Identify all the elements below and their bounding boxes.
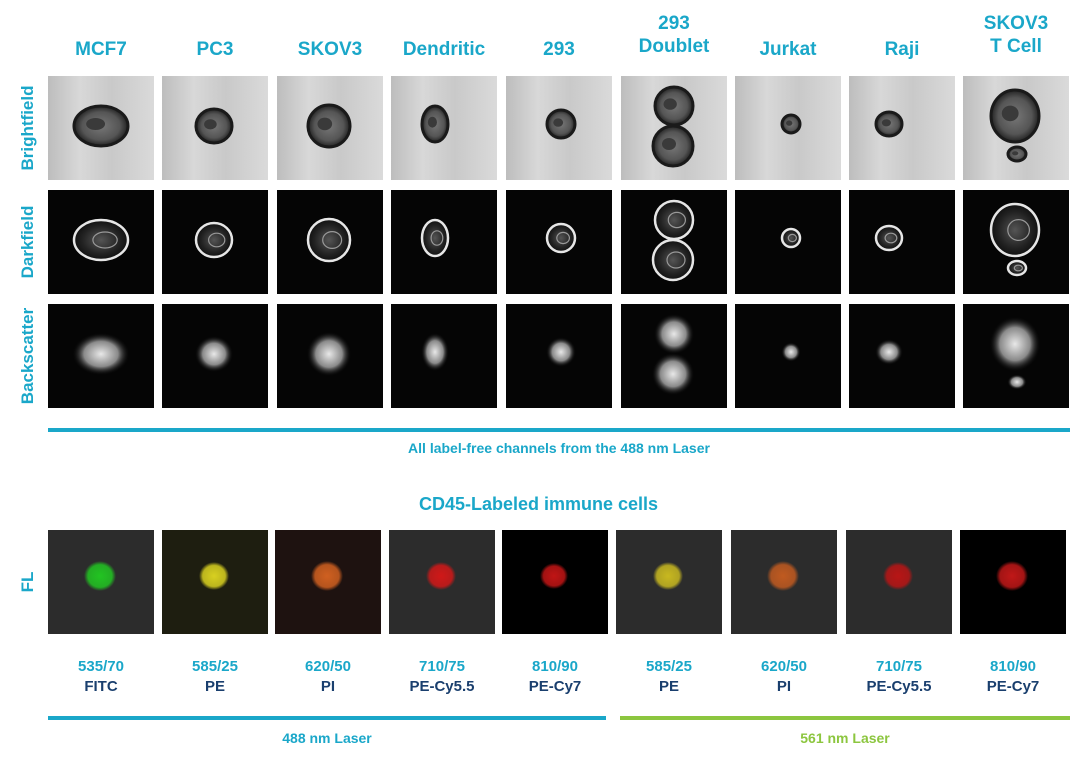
brightfield-image — [506, 76, 612, 180]
brightfield-image — [391, 76, 497, 180]
fl-filter-label: 620/50 — [305, 658, 351, 675]
backscatter-image — [506, 304, 612, 408]
laser-488-bar — [48, 716, 606, 720]
label-free-divider — [48, 428, 1070, 432]
brightfield-image — [849, 76, 955, 180]
backscatter-image — [277, 304, 383, 408]
backscatter-image — [963, 304, 1069, 408]
laser-561-bar — [620, 716, 1070, 720]
label-free-caption: All label-free channels from the 488 nm … — [408, 440, 710, 456]
brightfield-image — [621, 76, 727, 180]
brightfield-image — [735, 76, 841, 180]
brightfield-image — [277, 76, 383, 180]
fl-image — [48, 530, 154, 634]
row-label-brightfield: Brightfield — [18, 85, 37, 171]
fl-filter-label: 585/25 — [646, 658, 692, 675]
fl-filter-label: 620/50 — [761, 658, 807, 675]
column-title: 293 — [543, 39, 575, 60]
row-label-darkfield: Darkfield — [18, 205, 37, 279]
laser-561-label: 561 nm Laser — [800, 730, 890, 746]
column-title: SKOV3 — [297, 39, 363, 60]
fl-dye-label: PE — [204, 678, 225, 695]
darkfield-image — [162, 190, 268, 294]
darkfield-image — [48, 190, 154, 294]
backscatter-image — [391, 304, 497, 408]
fl-filter-label: 585/25 — [192, 658, 238, 675]
backscatter-image — [48, 304, 154, 408]
backscatter-image — [621, 304, 727, 408]
fl-dye-label: FITC — [84, 678, 118, 695]
fl-dye-label: PE-Cy7 — [986, 678, 1040, 695]
fl-image — [275, 530, 381, 634]
fl-image — [846, 530, 952, 634]
fl-filter-label: 710/75 — [876, 658, 922, 675]
column-title: Raji — [884, 39, 920, 60]
darkfield-image — [621, 190, 727, 294]
fl-dye-label: PE-Cy5.5 — [409, 678, 475, 695]
darkfield-image — [963, 190, 1069, 294]
column-title: Jurkat — [759, 39, 817, 60]
brightfield-image — [963, 76, 1069, 180]
fl-image — [731, 530, 837, 634]
fl-filter-label: 710/75 — [419, 658, 465, 675]
fl-image — [502, 530, 608, 634]
darkfield-image — [391, 190, 497, 294]
darkfield-image — [735, 190, 841, 294]
brightfield-image — [48, 76, 154, 180]
column-title: Dendritic — [402, 39, 486, 60]
fl-filter-label: 535/70 — [78, 658, 124, 675]
fl-filter-label: 810/90 — [532, 658, 578, 675]
fl-dye-label: PE-Cy5.5 — [866, 678, 932, 695]
fl-filter-label: 810/90 — [990, 658, 1036, 675]
column-title: PC3 — [196, 39, 234, 60]
brightfield-image — [162, 76, 268, 180]
laser-488-label: 488 nm Laser — [282, 730, 372, 746]
column-title: 293 Doublet — [638, 13, 710, 57]
fl-dye-label: PE — [658, 678, 679, 695]
row-label-backscatter: Backscatter — [18, 307, 37, 405]
fl-image — [960, 530, 1066, 634]
fl-image — [616, 530, 722, 634]
backscatter-image — [849, 304, 955, 408]
fl-dye-label: PE-Cy7 — [528, 678, 582, 695]
fl-section-title: CD45-Labeled immune cells — [418, 494, 659, 514]
backscatter-image — [735, 304, 841, 408]
column-title: MCF7 — [75, 39, 127, 60]
darkfield-image — [277, 190, 383, 294]
row-label-fl: FL — [18, 571, 37, 593]
darkfield-image — [849, 190, 955, 294]
darkfield-image — [506, 190, 612, 294]
fl-image — [162, 530, 268, 634]
fl-dye-label: PI — [320, 678, 336, 695]
backscatter-image — [162, 304, 268, 408]
fl-image — [389, 530, 495, 634]
fl-dye-label: PI — [776, 678, 792, 695]
column-title: SKOV3 T Cell — [983, 13, 1049, 57]
